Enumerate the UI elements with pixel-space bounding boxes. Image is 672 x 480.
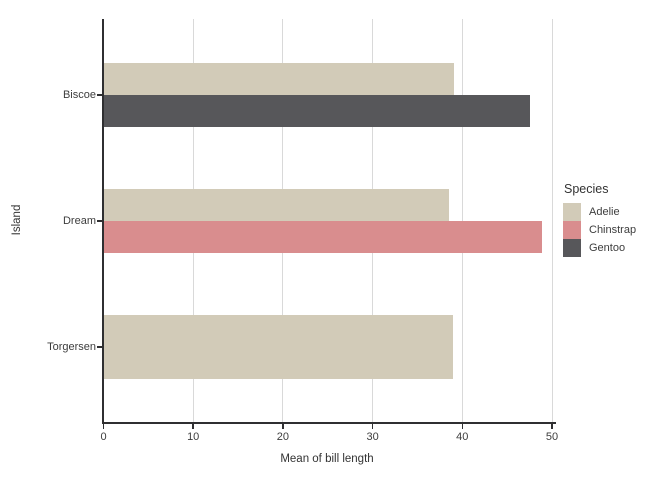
bar-torgersen-adelie [104, 315, 454, 379]
x-tick-40 [461, 423, 464, 429]
x-tick-10 [192, 423, 194, 429]
x-tick-label-0: 0 [100, 431, 107, 443]
gridline-x-40 [461, 19, 463, 422]
gridline-x-50 [551, 19, 553, 422]
y-tick-biscoe [97, 94, 102, 96]
legend-item-chinstrap: Chinstrap [563, 221, 636, 239]
legend-items: Adelie Chinstrap Gentoo [563, 203, 636, 257]
y-tick-label-dream: Dream [62, 215, 96, 227]
x-tick-20 [282, 423, 284, 429]
y-tick-dream [97, 220, 102, 222]
y-tick-label-torgersen: Torgersen [47, 341, 96, 353]
legend: Species Adelie Chinstrap Gentoo [563, 183, 636, 257]
x-axis-title: Mean of bill length [280, 453, 374, 465]
legend-title: Species [564, 182, 609, 196]
x-tick-0 [102, 423, 105, 429]
x-tick-label-20: 20 [276, 431, 290, 443]
x-tick-30 [371, 423, 374, 429]
x-axis-line [102, 422, 556, 424]
y-tick-torgersen [97, 346, 102, 348]
x-tick-label-10: 10 [187, 431, 200, 443]
x-tick-label-40: 40 [456, 431, 469, 443]
legend-item-adelie: Adelie [563, 203, 636, 221]
bar-dream-chinstrap [104, 221, 542, 253]
x-tick-50 [551, 423, 553, 429]
x-tick-label-30: 30 [366, 431, 379, 443]
y-axis-title: Island [11, 204, 23, 236]
x-tick-label-50: 50 [545, 431, 559, 443]
bar-biscoe-gentoo [104, 95, 531, 127]
legend-swatch-adelie [563, 203, 581, 221]
legend-label-adelie: Adelie [589, 206, 620, 218]
bar-dream-adelie [104, 189, 450, 221]
legend-label-gentoo: Gentoo [589, 242, 626, 254]
y-axis-line [102, 19, 104, 424]
legend-swatch-chinstrap [563, 221, 581, 239]
legend-label-chinstrap: Chinstrap [589, 224, 637, 236]
y-tick-label-biscoe: Biscoe [62, 89, 96, 101]
legend-item-gentoo: Gentoo [563, 239, 636, 257]
legend-swatch-gentoo [563, 239, 581, 257]
bar-biscoe-adelie [104, 63, 454, 95]
